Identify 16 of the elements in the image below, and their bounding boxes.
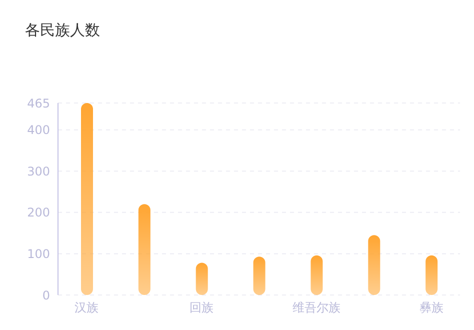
bar: [426, 255, 438, 295]
bar: [81, 103, 93, 295]
chart-title: 各民族人数: [25, 21, 100, 40]
y-tick-label: 0: [42, 288, 50, 302]
bar: [138, 204, 150, 295]
bar: [310, 255, 323, 295]
x-tick-label: 彝族: [419, 300, 444, 315]
x-tick-label: 回族: [190, 300, 214, 315]
bar: [368, 235, 380, 295]
y-tick-label: 100: [27, 246, 50, 261]
y-tick-label: 400: [27, 123, 50, 138]
y-tick-label: 465: [27, 96, 50, 110]
x-tick-label: 汉族: [74, 300, 99, 315]
x-tick-label: 维吾尔族: [292, 300, 340, 315]
y-tick-label: 200: [27, 206, 50, 220]
y-tick-label: 300: [27, 164, 50, 178]
